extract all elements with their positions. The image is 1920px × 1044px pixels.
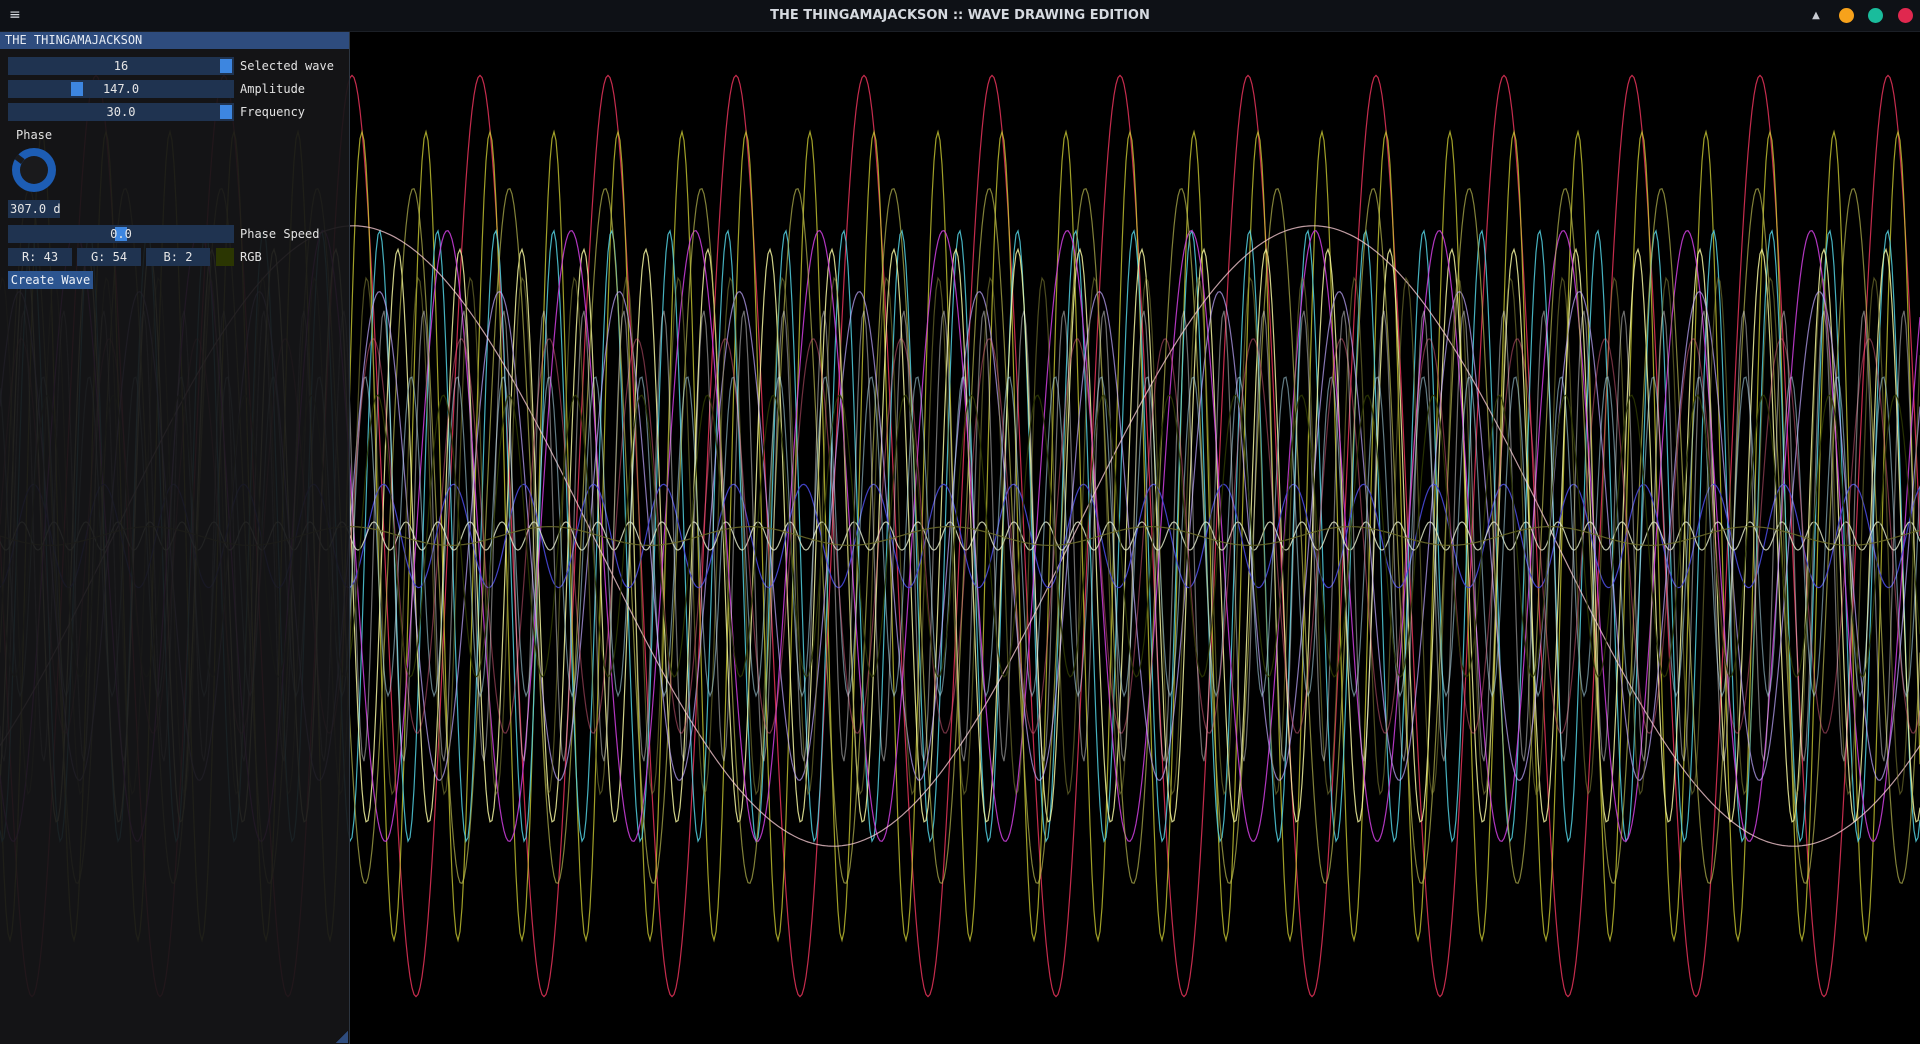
amplitude-slider[interactable]: 147.0	[8, 80, 234, 98]
phase-knob-graphic	[12, 148, 56, 192]
create-wave-button[interactable]: Create Wave	[8, 271, 93, 289]
amplitude-value: 147.0	[102, 82, 140, 96]
phase-speed-slider-grab[interactable]	[115, 227, 127, 241]
control-panel: THE THINGAMAJACKSON 16 Selected wave 147…	[0, 32, 350, 1044]
color-swatch[interactable]	[216, 248, 234, 266]
phase-knob[interactable]	[8, 144, 60, 196]
blue-channel-field[interactable]: B: 2	[146, 248, 210, 266]
chevron-up-icon[interactable]: ▲	[1812, 10, 1820, 21]
phase-value-field[interactable]: 307.0 de	[8, 200, 60, 218]
rgb-label: RGB	[240, 250, 262, 264]
green-channel-field[interactable]: G: 54	[77, 248, 141, 266]
selected-wave-slider[interactable]: 16	[8, 57, 234, 75]
panel-resize-grip[interactable]	[336, 1031, 348, 1043]
amplitude-slider-grab[interactable]	[71, 82, 83, 96]
red-channel-field[interactable]: R: 43	[8, 248, 72, 266]
selected-wave-value: 16	[113, 59, 129, 73]
maximize-button[interactable]	[1868, 8, 1883, 23]
selected-wave-label: Selected wave	[240, 59, 334, 73]
phase-speed-value: 0.0	[110, 227, 132, 241]
close-button[interactable]	[1898, 8, 1913, 23]
hamburger-menu-icon[interactable]: ≡	[9, 7, 21, 23]
panel-header[interactable]: THE THINGAMAJACKSON	[0, 32, 349, 49]
selected-wave-slider-grab[interactable]	[220, 59, 232, 73]
minimize-button[interactable]	[1839, 8, 1854, 23]
frequency-value: 30.0	[106, 105, 136, 119]
title-bar: ≡ THE THINGAMAJACKSON :: WAVE DRAWING ED…	[0, 0, 1920, 32]
frequency-slider-grab[interactable]	[220, 105, 232, 119]
frequency-slider[interactable]: 30.0	[8, 103, 234, 121]
phase-label: Phase	[16, 128, 53, 142]
amplitude-label: Amplitude	[240, 82, 306, 96]
phase-speed-slider[interactable]: 0.0	[8, 225, 234, 243]
phase-speed-label: Phase Speed	[240, 227, 320, 241]
frequency-label: Frequency	[240, 105, 306, 119]
window-title: THE THINGAMAJACKSON :: WAVE DRAWING EDIT…	[770, 8, 1150, 23]
